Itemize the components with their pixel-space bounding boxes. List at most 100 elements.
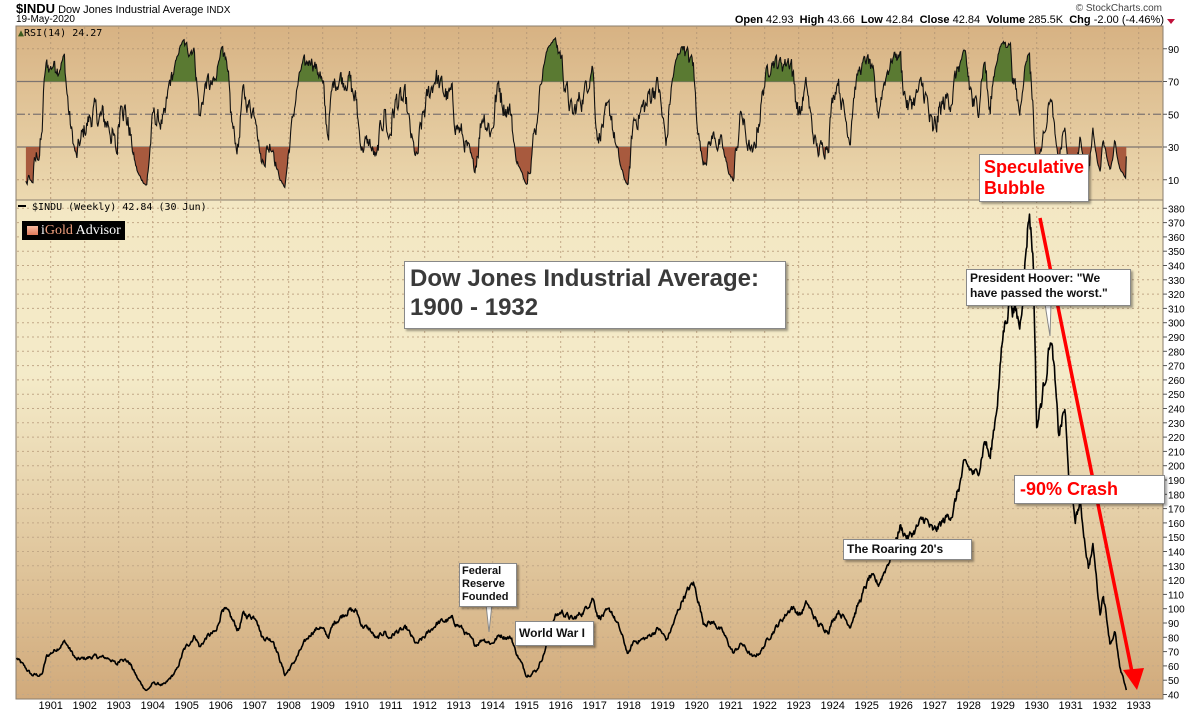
rsi-oversold-fill: [1105, 147, 1114, 170]
y-tick-label: 280: [1168, 347, 1185, 358]
y-tick-label: 100: [1168, 605, 1185, 616]
y-tick-label: 300: [1168, 319, 1185, 330]
y-tick-label: 160: [1168, 519, 1185, 530]
y-tick-label: 60: [1168, 662, 1180, 673]
y-tick-label: 240: [1168, 405, 1185, 416]
rsi-oversold-fill: [1116, 147, 1127, 178]
x-tick-label: 1917: [582, 700, 606, 712]
x-tick-label: 1921: [718, 700, 742, 712]
x-tick-label: 1901: [38, 700, 62, 712]
y-tick-label: 50: [1168, 676, 1180, 687]
rsi-y-tick-label: 70: [1168, 78, 1180, 89]
y-tick-label: 250: [1168, 390, 1185, 401]
y-tick-label: 340: [1168, 262, 1185, 273]
chart-date: 19-May-2020: [16, 14, 75, 25]
axes: 1901 1902 1903 1904 1905 1906 1907 1908 1909 1910…: [38, 45, 1185, 712]
rsi-line: [25, 36, 1127, 189]
y-tick-label: 230: [1168, 419, 1185, 430]
x-tick-label: 1911: [379, 700, 403, 712]
roaring-20s-annotation: The Roaring 20's: [843, 539, 972, 560]
crash-annotation: -90% Crash: [1014, 475, 1165, 504]
x-tick-label: 1923: [786, 700, 810, 712]
speculative-bubble-annotation: Speculative Bubble: [979, 154, 1089, 202]
x-tick-label: 1933: [1126, 700, 1150, 712]
y-tick-label: 360: [1168, 233, 1185, 244]
x-tick-label: 1920: [684, 700, 708, 712]
x-tick-label: 1925: [854, 700, 878, 712]
close-label: Close: [919, 14, 950, 26]
y-tick-label: 210: [1168, 447, 1185, 458]
x-tick-label: 1919: [650, 700, 674, 712]
rsi-oversold-fill: [259, 147, 267, 167]
x-tick-label: 1928: [956, 700, 980, 712]
fed-reserve-annotation: Federal Reserve Founded: [459, 563, 517, 607]
symbol: $INDU: [16, 1, 56, 16]
y-tick-label: 330: [1168, 276, 1185, 287]
rsi-y-tick-label: 90: [1168, 45, 1180, 56]
open-label: Open: [734, 14, 763, 26]
price-line: [15, 213, 1128, 692]
bubble-line-2: Bubble: [984, 178, 1045, 198]
y-tick-label: 310: [1168, 304, 1185, 315]
y-tick-label: 120: [1168, 576, 1185, 587]
line-swatch-icon: [18, 205, 26, 207]
rsi-panel: [15, 25, 1164, 201]
y-tick-label: 80: [1168, 633, 1180, 644]
rsi-oversold-fill: [270, 147, 290, 188]
y-tick-label: 350: [1168, 247, 1185, 258]
x-tick-label: 1922: [752, 700, 776, 712]
x-tick-label: 1932: [1092, 700, 1116, 712]
rsi-y-tick-label: 50: [1168, 110, 1180, 121]
y-tick-label: 110: [1168, 590, 1184, 601]
rsi-y-tick-label: 30: [1168, 143, 1180, 154]
rsi-series: [25, 36, 1127, 189]
volume-value: 285.5K: [1028, 14, 1064, 26]
bubble-line-1: Speculative: [984, 157, 1085, 177]
y-tick-label: 130: [1168, 562, 1185, 573]
rsi-y-tick-label: 10: [1168, 176, 1180, 187]
rsi-oversold-fill: [25, 147, 40, 185]
x-tick-label: 1905: [174, 700, 198, 712]
fed-line-3: Founded: [462, 591, 509, 603]
x-tick-label: 1910: [344, 700, 368, 712]
chg-label: Chg: [1069, 14, 1091, 26]
hoover-line-2: have passed the worst.": [970, 286, 1108, 300]
world-war-1-annotation: World War I: [515, 621, 594, 646]
logo-advisor: Advisor: [72, 223, 121, 238]
y-tick-label: 270: [1168, 362, 1185, 373]
low-value: 42.84: [885, 14, 914, 26]
rsi-oversold-fill: [822, 147, 827, 160]
x-tick-label: 1907: [242, 700, 266, 712]
open-value: 42.93: [766, 14, 794, 26]
chart-title: $INDU Dow Jones Industrial Average INDX: [16, 1, 230, 16]
y-tick-label: 260: [1168, 376, 1185, 387]
x-tick-label: 1927: [922, 700, 946, 712]
x-tick-label: 1929: [990, 700, 1014, 712]
y-tick-label: 140: [1168, 548, 1185, 559]
volume-label: Volume: [986, 14, 1026, 26]
x-tick-label: 1903: [106, 700, 130, 712]
rsi-oversold-fill: [618, 147, 631, 185]
rsi-oversold-fill: [132, 147, 150, 185]
y-tick-label: 190: [1168, 476, 1185, 487]
title-line-2: 1900 - 1932: [410, 294, 539, 321]
x-tick-label: 1913: [446, 700, 470, 712]
x-tick-label: 1926: [888, 700, 912, 712]
title-line-1: Dow Jones Industrial Average:: [410, 265, 759, 292]
x-tick-label: 1930: [1024, 700, 1048, 712]
x-tick-label: 1916: [548, 700, 572, 712]
logo-i: i: [41, 223, 45, 238]
y-tick-label: 40: [1168, 691, 1180, 702]
rsi-overbought-fill: [954, 50, 969, 82]
rsi-overbought-fill: [765, 55, 794, 82]
quote-bar: Open 42.93 High 43.66 Low 42.84 Close 42…: [735, 14, 1164, 26]
x-tick-label: 1908: [276, 700, 300, 712]
rsi-overbought-fill: [993, 41, 1012, 82]
x-tick-label: 1915: [514, 700, 538, 712]
price-series: [15, 213, 1128, 692]
logo-gold: Gold: [44, 223, 73, 238]
hoover-annotation: President Hoover: "We have passed the wo…: [966, 269, 1131, 306]
y-tick-label: 180: [1168, 490, 1185, 501]
down-triangle-icon: [1167, 19, 1175, 24]
